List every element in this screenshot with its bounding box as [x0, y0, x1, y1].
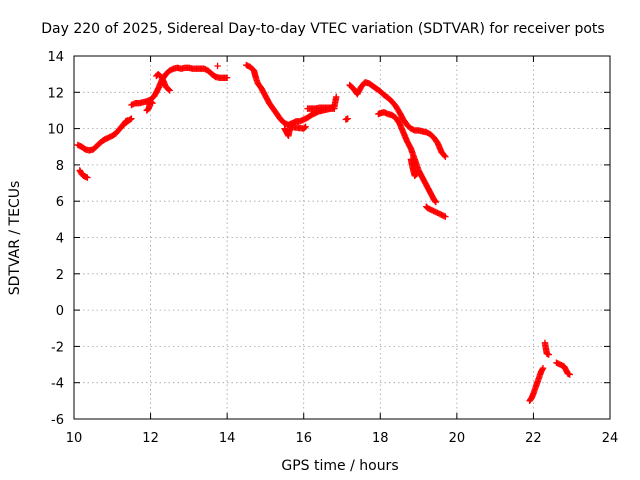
data-point	[165, 86, 172, 93]
data-point	[124, 117, 131, 124]
y-tick-label: -6	[51, 413, 64, 428]
grid	[74, 56, 610, 419]
data-point	[128, 115, 135, 122]
data-point	[84, 174, 91, 181]
y-tick-label: 12	[47, 86, 64, 101]
data-point	[539, 364, 547, 372]
x-tick-label: 24	[602, 431, 619, 446]
x-tick-label: 14	[219, 431, 236, 446]
x-tick-label: 20	[449, 431, 466, 446]
y-tick-label: 10	[47, 123, 64, 138]
data-point	[344, 115, 351, 122]
x-tick-label: 16	[295, 431, 312, 446]
data-point	[302, 123, 309, 130]
y-tick-label: 0	[56, 304, 64, 319]
data-point	[545, 351, 552, 358]
data-point	[301, 124, 308, 131]
data-points	[74, 61, 573, 405]
data-point	[432, 198, 439, 206]
y-axis-label: SDTVAR / TECUs	[7, 181, 23, 296]
data-point	[214, 62, 221, 70]
data-point	[223, 74, 231, 81]
data-point	[333, 93, 340, 101]
y-tick-labels: -6 -4 -2 0 2 4 6 8 10 12 14	[47, 50, 64, 428]
axis-ticks	[73, 55, 611, 420]
data-point	[127, 116, 134, 123]
data-point	[413, 170, 420, 178]
x-axis-label: GPS time / hours	[281, 458, 398, 474]
y-tick-label: 4	[56, 232, 64, 247]
y-tick-label: 2	[56, 268, 64, 283]
y-tick-label: 6	[56, 195, 64, 210]
x-tick-label: 10	[66, 431, 83, 446]
data-point	[148, 99, 155, 106]
data-point	[412, 171, 419, 179]
data-point	[442, 153, 449, 160]
y-tick-label: 14	[47, 50, 64, 65]
x-tick-label: 12	[142, 431, 159, 446]
data-point	[566, 371, 573, 378]
data-point	[442, 213, 449, 220]
data-point	[149, 99, 156, 107]
chart-title: Day 220 of 2025, Sidereal Day-to-day VTE…	[41, 21, 604, 37]
y-tick-label: 8	[56, 159, 64, 174]
x-tick-labels: 10 12 14 16 18 20 22 24	[66, 431, 619, 446]
x-tick-label: 22	[525, 431, 542, 446]
x-tick-label: 18	[372, 431, 389, 446]
data-point	[166, 87, 173, 94]
y-tick-label: -4	[51, 377, 64, 392]
data-point	[441, 152, 448, 159]
y-tick-label: -2	[51, 340, 64, 355]
